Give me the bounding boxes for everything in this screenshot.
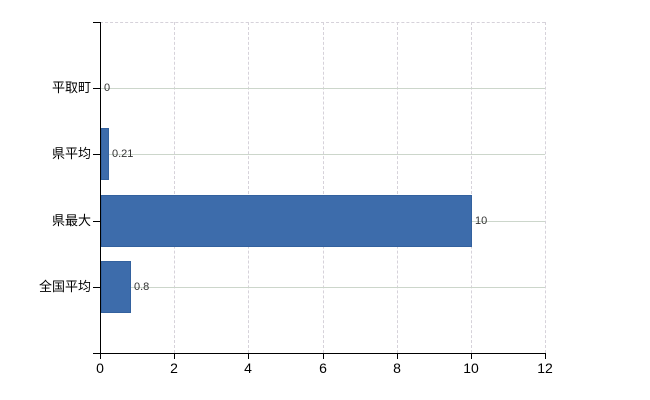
y-axis-tick (93, 353, 100, 354)
x-axis-tick (471, 353, 472, 359)
x-tick-label: 4 (244, 360, 252, 376)
x-axis-tick (397, 353, 398, 359)
category-label: 平取町 (51, 80, 91, 95)
plot-area-top-border (100, 22, 545, 23)
x-tick-label: 10 (463, 360, 479, 376)
bar (101, 128, 109, 180)
vertical-gridline (323, 22, 324, 353)
horizontal-gridline (100, 287, 545, 288)
x-axis-tick (545, 353, 546, 359)
vertical-gridline (174, 22, 175, 353)
bar (101, 261, 131, 313)
x-axis-tick (323, 353, 324, 359)
y-axis-tick (93, 221, 100, 222)
category-label: 県平均 (51, 146, 91, 161)
bar-value-label: 10 (475, 215, 488, 227)
bar-value-label: 0.8 (134, 281, 150, 293)
x-axis-tick (100, 353, 101, 359)
vertical-gridline (545, 22, 546, 353)
x-axis-tick (174, 353, 175, 359)
x-axis-tick (248, 353, 249, 359)
horizontal-gridline (100, 88, 545, 89)
horizontal-gridline (100, 154, 545, 155)
x-tick-label: 12 (537, 360, 553, 376)
category-label: 全国平均 (38, 279, 91, 294)
y-axis-tick (93, 22, 100, 23)
bar (101, 195, 472, 247)
y-axis-tick (93, 154, 100, 155)
y-axis (100, 22, 101, 354)
bar-value-label: 0.21 (112, 148, 134, 160)
category-label: 県最大 (51, 213, 91, 228)
vertical-gridline (471, 22, 472, 353)
x-tick-label: 6 (319, 360, 327, 376)
x-tick-label: 0 (96, 360, 104, 376)
y-axis-tick (93, 287, 100, 288)
vertical-gridline (248, 22, 249, 353)
vertical-gridline (397, 22, 398, 353)
y-axis-tick (93, 88, 100, 89)
bar-value-label: 0 (104, 82, 111, 94)
x-tick-label: 8 (393, 360, 401, 376)
x-tick-label: 2 (170, 360, 178, 376)
